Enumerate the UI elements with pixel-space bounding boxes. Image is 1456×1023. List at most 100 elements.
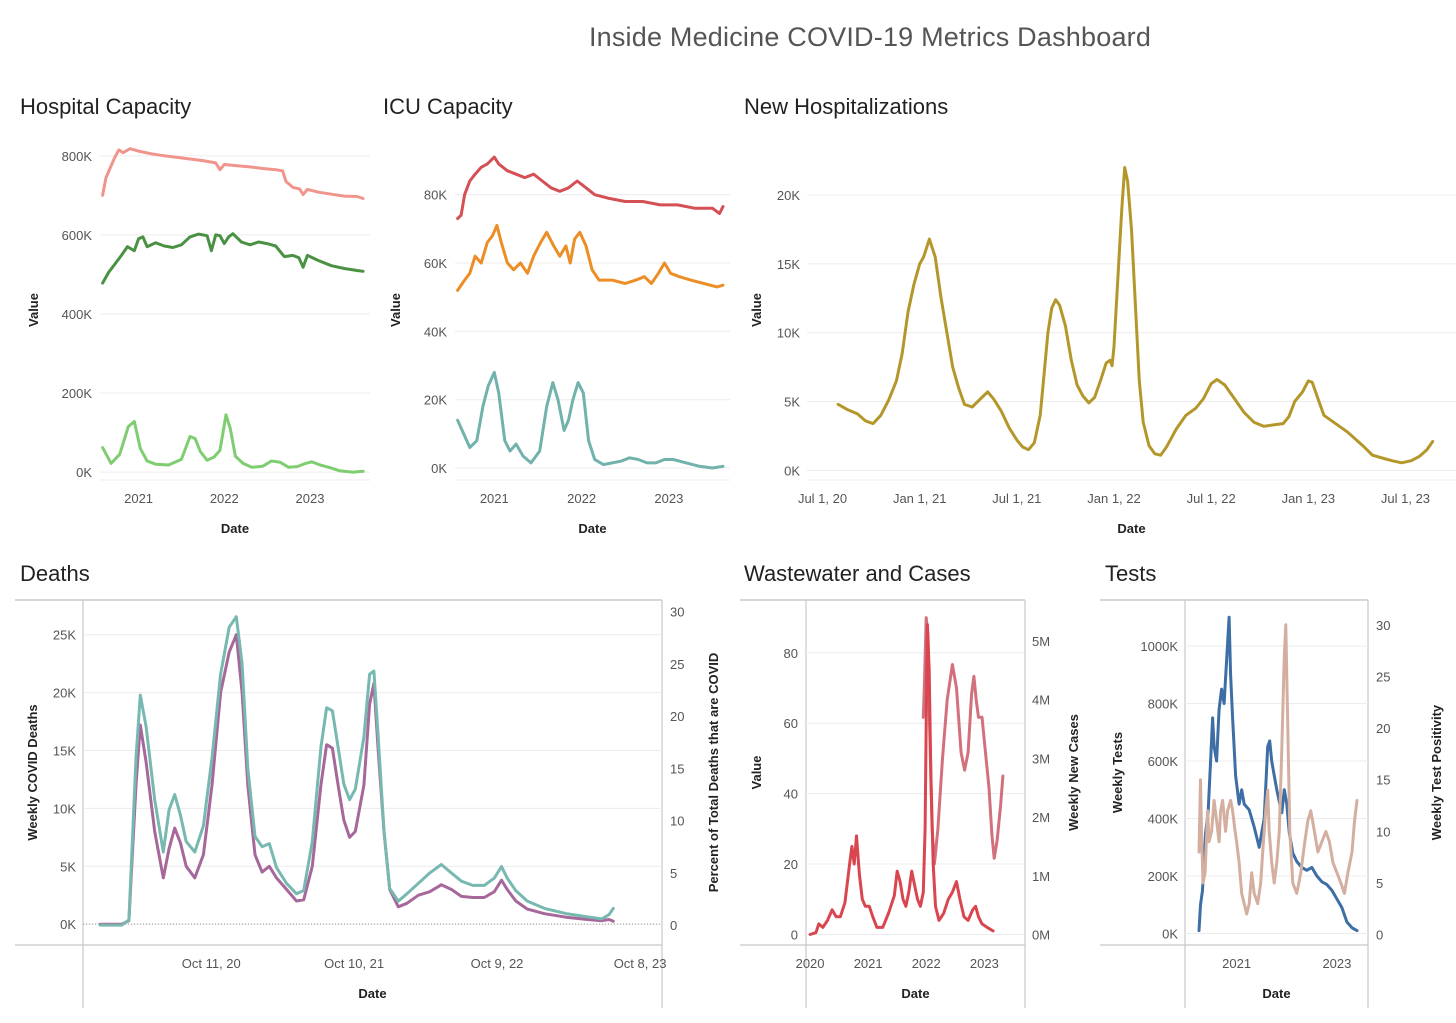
icu-y-tick-label: 0K xyxy=(431,461,447,476)
waste-x-tick-label: 2023 xyxy=(970,956,999,971)
waste-series-line-1 xyxy=(921,616,1005,866)
hospital-y-tick-label: 0K xyxy=(76,465,92,480)
icu-y-tick-label: 60K xyxy=(424,256,447,271)
tests-y2-tick-label: 10 xyxy=(1376,824,1390,839)
hospital-y-tick-label: 200K xyxy=(62,386,93,401)
tests-y2-tick-label: 5 xyxy=(1376,876,1383,891)
deaths-y2-tick-label: 25 xyxy=(670,657,684,672)
tests-y2-tick-label: 15 xyxy=(1376,773,1390,788)
waste-y2-tick-label: 2M xyxy=(1032,810,1050,825)
waste-y-tick-label: 40 xyxy=(784,787,798,802)
tests-y-tick-label: 200K xyxy=(1148,869,1179,884)
deaths-x-tick-label: Oct 10, 21 xyxy=(324,956,384,971)
tests-y2-axis-label: Weekly Test Positivity xyxy=(1429,704,1444,840)
icu-x-tick-label: 2021 xyxy=(480,491,509,506)
waste-y-tick-label: 60 xyxy=(784,716,798,731)
deaths-y-tick-label: 10K xyxy=(53,801,76,816)
hosp-x-tick-label: Jul 1, 23 xyxy=(1381,491,1430,506)
deaths-y-tick-label: 0K xyxy=(60,917,76,932)
waste-x-tick-label: 2020 xyxy=(796,956,825,971)
deaths-y-tick-label: 15K xyxy=(53,744,76,759)
hosp-x-tick-label: Jan 1, 22 xyxy=(1087,491,1141,506)
waste-y-tick-label: 80 xyxy=(784,646,798,661)
hosp-y-tick-label: 0K xyxy=(784,463,800,478)
hosp-x-tick-label: Jan 1, 23 xyxy=(1282,491,1336,506)
waste-y2-tick-label: 4M xyxy=(1032,693,1050,708)
deaths-y-tick-label: 5K xyxy=(60,859,76,874)
deaths-y2-tick-label: 15 xyxy=(670,761,684,776)
tests-y-tick-label: 1000K xyxy=(1140,639,1178,654)
hosp-y-tick-label: 5K xyxy=(784,395,800,410)
hosp-y-tick-label: 10K xyxy=(777,326,800,341)
panel-title-tests: Tests xyxy=(1105,561,1157,586)
waste-y2-tick-label: 5M xyxy=(1032,634,1050,649)
hospital-series-line-1 xyxy=(101,147,365,200)
panel-title-hospital-capacity: Hospital Capacity xyxy=(20,94,192,119)
waste-y2-tick-label: 0M xyxy=(1032,927,1050,942)
icu-y-axis-label: Value xyxy=(388,293,403,327)
hospital-y-tick-label: 800K xyxy=(62,149,93,164)
hosp-y-tick-label: 20K xyxy=(777,188,800,203)
deaths-series-line-2 xyxy=(98,615,615,927)
tests-y-tick-label: 0K xyxy=(1162,927,1178,942)
hosp-x-tick-label: Jul 1, 21 xyxy=(992,491,1041,506)
waste-y-tick-label: 20 xyxy=(784,857,798,872)
tests-series-line-2 xyxy=(1197,623,1359,916)
waste-y2-axis-label: Weekly New Cases xyxy=(1066,714,1081,831)
tests-y2-tick-label: 25 xyxy=(1376,669,1390,684)
tests-x-axis-label: Date xyxy=(1262,986,1290,1001)
deaths-x-tick-label: Oct 11, 20 xyxy=(182,956,241,971)
hosp-y-tick-label: 15K xyxy=(777,257,800,272)
waste-y2-tick-label: 3M xyxy=(1032,751,1050,766)
hospital-x-axis-label: Date xyxy=(221,521,249,536)
hospital-y-tick-label: 600K xyxy=(62,228,93,243)
waste-y-tick-label: 0 xyxy=(791,927,798,942)
tests-y-tick-label: 400K xyxy=(1148,812,1179,827)
tests-x-tick-label: 2023 xyxy=(1322,956,1351,971)
deaths-x-tick-label: Oct 8, 23 xyxy=(614,956,667,971)
panel-title-new-hospitalizations: New Hospitalizations xyxy=(744,94,949,119)
hosp-y-axis-label: Value xyxy=(749,293,764,327)
hospital-series-line-3 xyxy=(101,413,365,474)
icu-x-tick-label: 2023 xyxy=(654,491,683,506)
icu-y-tick-label: 40K xyxy=(424,324,447,339)
tests-y2-tick-label: 0 xyxy=(1376,928,1383,943)
hospital-y-axis-label: Value xyxy=(26,293,41,327)
hosp-series-line-1 xyxy=(836,166,1435,465)
hospital-x-tick-label: 2023 xyxy=(296,491,325,506)
dashboard-title: Inside Medicine COVID-19 Metrics Dashboa… xyxy=(588,22,1152,52)
icu-series-line-1 xyxy=(456,155,725,221)
tests-y2-tick-label: 30 xyxy=(1376,618,1390,633)
waste-x-tick-label: 2021 xyxy=(854,956,883,971)
tests-series-line-1 xyxy=(1197,615,1359,933)
hospital-y-tick-label: 400K xyxy=(62,307,93,322)
icu-x-axis-label: Date xyxy=(578,521,606,536)
waste-x-axis-label: Date xyxy=(901,986,929,1001)
hosp-x-tick-label: Jul 1, 20 xyxy=(798,491,847,506)
tests-y-axis-label: Weekly Tests xyxy=(1110,732,1125,813)
deaths-y2-tick-label: 10 xyxy=(670,814,684,829)
deaths-y2-tick-label: 0 xyxy=(670,918,677,933)
waste-x-tick-label: 2022 xyxy=(912,956,941,971)
icu-series-line-2 xyxy=(456,223,725,292)
deaths-y-tick-label: 20K xyxy=(53,686,76,701)
panel-title-wastewater-and-cases: Wastewater and Cases xyxy=(744,561,971,586)
deaths-y-tick-label: 25K xyxy=(53,628,76,643)
waste-y2-tick-label: 1M xyxy=(1032,869,1050,884)
deaths-x-axis-label: Date xyxy=(358,986,386,1001)
hosp-x-tick-label: Jul 1, 22 xyxy=(1187,491,1236,506)
panel-title-deaths: Deaths xyxy=(20,561,90,586)
hospital-series-line-2 xyxy=(101,232,365,285)
tests-x-tick-label: 2021 xyxy=(1222,956,1251,971)
deaths-y2-tick-label: 30 xyxy=(670,605,684,620)
tests-y-tick-label: 800K xyxy=(1148,697,1179,712)
hospital-x-tick-label: 2021 xyxy=(124,491,153,506)
deaths-y2-tick-label: 20 xyxy=(670,709,684,724)
deaths-y2-axis-label: Percent of Total Deaths that are COVID xyxy=(706,653,721,893)
icu-y-tick-label: 20K xyxy=(424,393,447,408)
deaths-y2-tick-label: 5 xyxy=(670,866,677,881)
icu-x-tick-label: 2022 xyxy=(567,491,596,506)
panel-title-icu-capacity: ICU Capacity xyxy=(383,94,513,119)
tests-y-tick-label: 600K xyxy=(1148,754,1179,769)
